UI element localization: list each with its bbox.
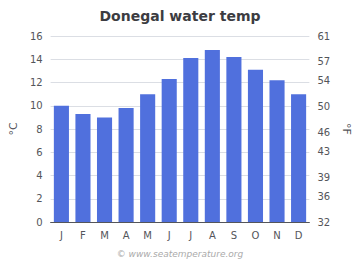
svg-text:10: 10 bbox=[30, 100, 43, 111]
svg-text:°C: °C bbox=[7, 122, 20, 136]
svg-text:12: 12 bbox=[30, 77, 43, 88]
svg-text:4: 4 bbox=[36, 170, 42, 181]
svg-text:46: 46 bbox=[317, 127, 330, 138]
svg-text:Donegal water temp: Donegal water temp bbox=[100, 8, 261, 24]
svg-text:A: A bbox=[123, 230, 130, 241]
svg-text:61: 61 bbox=[317, 31, 330, 42]
svg-text:36: 36 bbox=[317, 191, 330, 202]
svg-text:© www.seatemperature.org: © www.seatemperature.org bbox=[117, 249, 244, 259]
svg-text:D: D bbox=[295, 230, 303, 241]
svg-text:8: 8 bbox=[36, 124, 42, 135]
svg-text:N: N bbox=[273, 230, 280, 241]
svg-text:F: F bbox=[80, 230, 86, 241]
svg-text:A: A bbox=[209, 230, 216, 241]
svg-text:39: 39 bbox=[317, 172, 330, 183]
svg-text:J: J bbox=[167, 230, 171, 241]
svg-text:2: 2 bbox=[36, 193, 42, 204]
svg-text:50: 50 bbox=[317, 101, 330, 112]
svg-text:54: 54 bbox=[317, 75, 330, 86]
svg-text:S: S bbox=[231, 230, 237, 241]
svg-text:14: 14 bbox=[30, 54, 43, 65]
svg-text:M: M bbox=[143, 230, 152, 241]
svg-text:J: J bbox=[188, 230, 192, 241]
svg-text:43: 43 bbox=[317, 146, 330, 157]
svg-text:57: 57 bbox=[317, 56, 330, 67]
svg-text:0: 0 bbox=[36, 217, 42, 228]
svg-text:6: 6 bbox=[36, 147, 42, 158]
svg-text:°F: °F bbox=[340, 123, 353, 135]
svg-text:32: 32 bbox=[317, 217, 330, 228]
svg-text:J: J bbox=[59, 230, 63, 241]
svg-text:M: M bbox=[100, 230, 109, 241]
svg-text:16: 16 bbox=[30, 31, 43, 42]
svg-text:O: O bbox=[252, 230, 260, 241]
